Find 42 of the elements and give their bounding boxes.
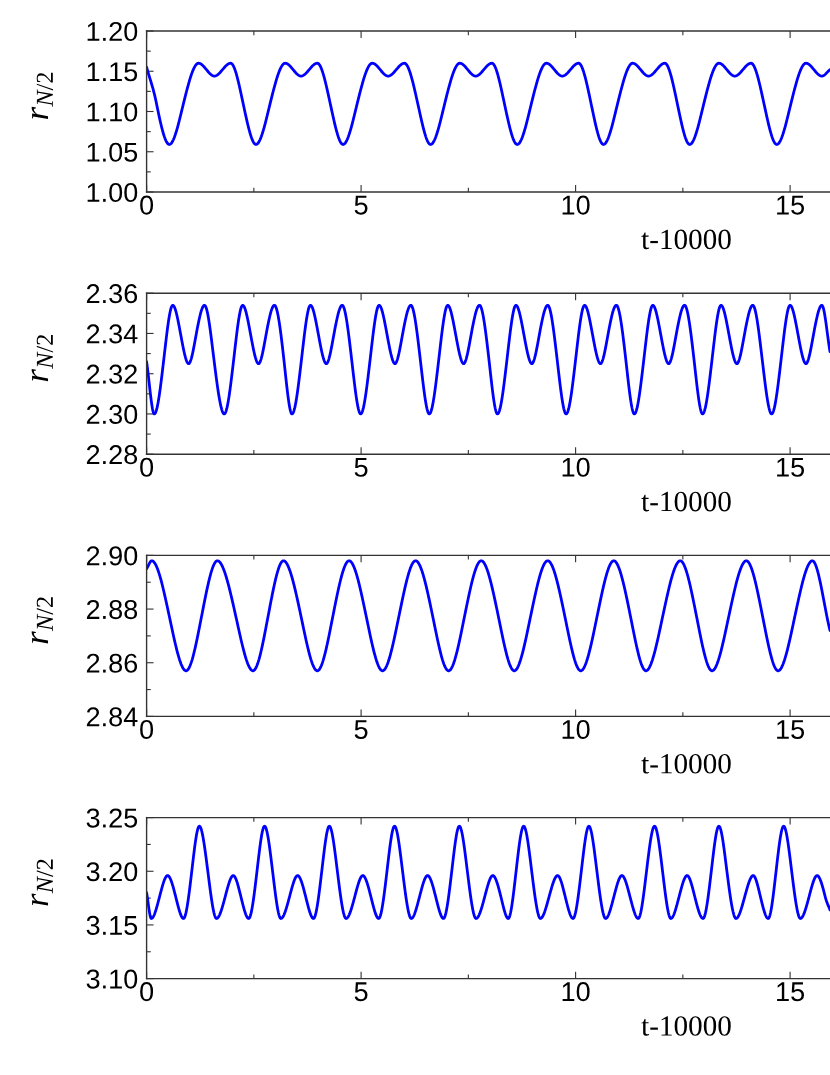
y-tick-label: 1.05 (87, 142, 138, 162)
x-tick-label: 10 (562, 719, 590, 740)
x-tick-label: 5 (354, 982, 368, 1002)
x-axis-title: t-10000 (641, 491, 731, 512)
x-axis-title: t-10000 (641, 753, 731, 774)
x-tick-label: 5 (354, 457, 368, 477)
x-tick-label: 0 (140, 982, 154, 1002)
y-axis-title: r$_{N/2}$ (31, 859, 54, 906)
y-tick-label: 1.00 (87, 182, 138, 203)
y-tick-label: 2.34 (86, 324, 138, 344)
x-tick-label: 10 (562, 457, 590, 477)
y-tick-label: 1.10 (87, 102, 138, 122)
y-tick-label: 1.15 (87, 62, 138, 82)
y-tick-label: 2.90 (86, 546, 138, 566)
y-tick-label: 2.84 (86, 707, 138, 727)
y-tick-label: 2.36 (86, 284, 138, 304)
x-tick-label: 15 (777, 457, 805, 477)
y-tick-label: 3.10 (86, 969, 138, 989)
x-tick-label: 15 (777, 982, 805, 1002)
y-tick-label: 2.32 (86, 364, 137, 384)
y-tick-label: 3.25 (86, 808, 138, 828)
x-axis-title: t-10000 (641, 229, 731, 250)
x-axis-title: t-10000 (641, 1016, 731, 1036)
y-tick-label: 3.20 (86, 862, 138, 882)
y-tick-label: 1.20 (87, 21, 138, 42)
x-tick-label: 10 (562, 982, 590, 1002)
x-tick-label: 15 (777, 720, 805, 740)
y-tick-label: 2.30 (86, 404, 138, 425)
y-axis-title: r$_{N/2}$ (31, 597, 54, 644)
x-tick-label: 0 (140, 719, 154, 740)
x-tick-label: 5 (354, 195, 368, 215)
x-tick-label: 5 (354, 720, 368, 740)
y-tick-label: 2.28 (86, 445, 138, 465)
y-tick-label: 2.88 (86, 599, 138, 620)
x-tick-label: 0 (140, 195, 154, 215)
x-tick-label: 15 (777, 195, 805, 215)
y-tick-label: 3.15 (86, 915, 138, 936)
x-tick-label: 0 (140, 457, 154, 477)
x-tick-label: 10 (562, 195, 590, 215)
y-tick-label: 2.86 (86, 653, 138, 673)
y-axis-title: r$_{N/2}$ (31, 72, 54, 119)
y-axis-title: r$_{N/2}$ (31, 335, 54, 382)
